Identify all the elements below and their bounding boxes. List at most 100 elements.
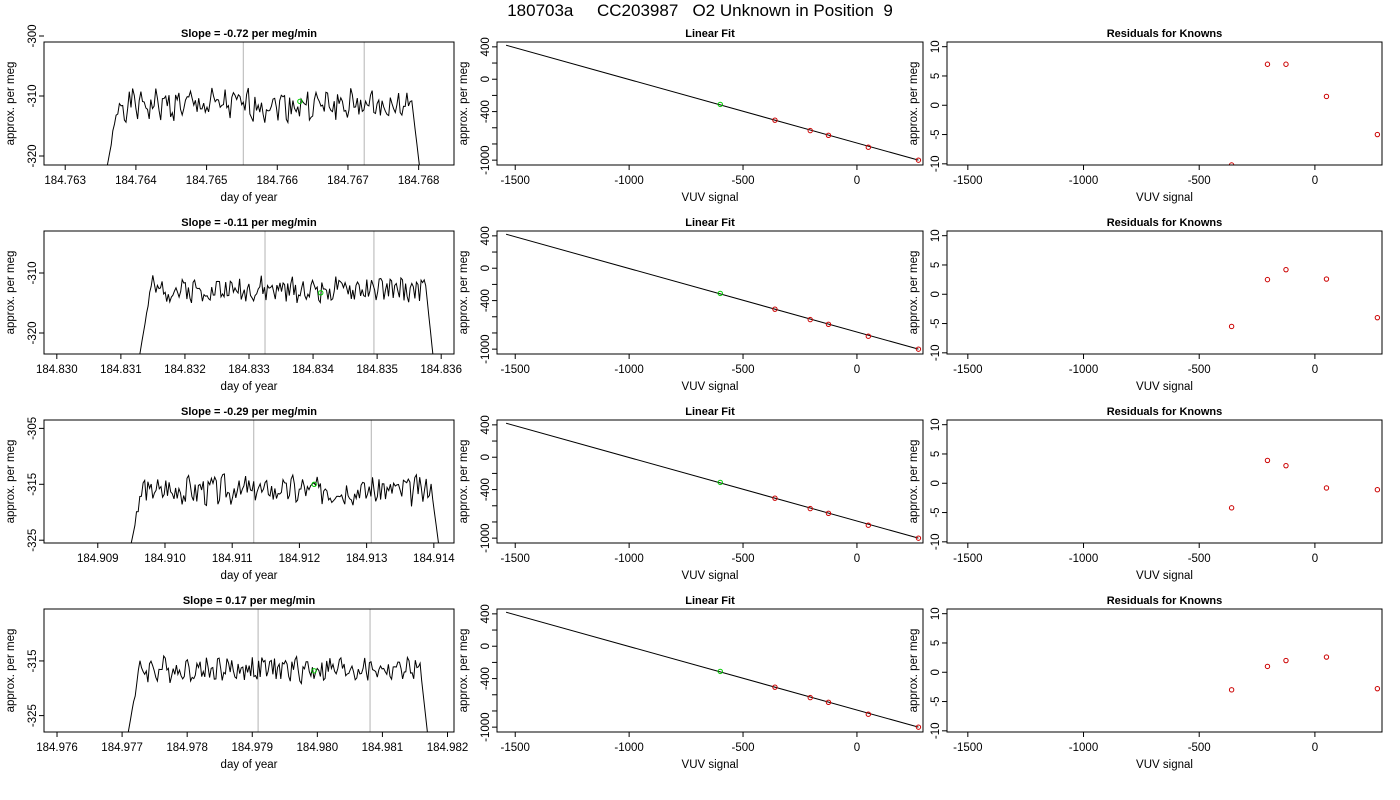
plot-area [1228, 61, 1381, 165]
x-tick-label: 0 [854, 553, 860, 565]
y-tick-label: 0 [480, 76, 492, 82]
panel-title: Residuals for Knowns [1107, 406, 1223, 418]
plot-frame [496, 41, 924, 166]
panel-resid-3: Residuals for Knowns VUV signal approx. pe… [908, 406, 1383, 582]
x-tick-label: 0 [854, 364, 860, 376]
panel-title: Linear Fit [685, 28, 735, 40]
y-tick-label: -5 [930, 318, 942, 328]
y-tick-label: -400 [480, 100, 492, 123]
y-tick-label: -10 [930, 156, 942, 173]
y-tick-label: 0 [930, 102, 942, 108]
signal-trace [130, 473, 439, 543]
panel-resid-4: Residuals for Knowns VUV signal approx. pe… [908, 595, 1383, 771]
x-tick-label: 184.976 [36, 742, 78, 754]
x-tick-label: 184.836 [420, 364, 462, 376]
panel-title: Slope = 0.17 per meg/min [183, 595, 316, 607]
unknown-point [297, 98, 303, 105]
x-tick-label: 184.979 [231, 742, 273, 754]
y-axis-label: approx. per meg [458, 629, 470, 713]
x-tick-label: 184.982 [427, 742, 469, 754]
x-axis-label: VUV signal [1136, 759, 1193, 771]
plot-area [1228, 654, 1381, 693]
y-tick-label: 10 [930, 607, 942, 620]
x-tick-label: -1500 [501, 175, 530, 187]
x-tick-label: -500 [732, 175, 755, 187]
x-tick-label: 184.832 [164, 364, 206, 376]
panel-resid-2: Residuals for Knowns VUV signal approx. pe… [908, 217, 1383, 393]
x-axis-label: VUV signal [682, 759, 739, 771]
plot-frame [496, 230, 924, 355]
panel-title: Slope = -0.11 per meg/min [181, 217, 317, 229]
x-tick-label: -1000 [1069, 553, 1098, 565]
panel-title: Slope = -0.29 per meg/min [181, 406, 317, 418]
y-tick-label: -320 [27, 144, 39, 167]
x-tick-label: 184.977 [101, 742, 143, 754]
x-tick-label: -500 [1188, 364, 1211, 376]
y-tick-label: -400 [480, 289, 492, 312]
x-tick-label: 184.911 [212, 553, 253, 565]
y-tick-label: -10 [930, 345, 942, 362]
y-tick-label: 10 [930, 418, 942, 431]
y-tick-label: -320 [27, 321, 39, 344]
x-tick-label: 0 [1312, 175, 1318, 187]
x-tick-label: 184.834 [292, 364, 334, 376]
panel-fit-4: Linear Fit VUV signal approx. per meg -1500… [458, 595, 924, 771]
residual-point [1228, 687, 1235, 693]
unknown-point [717, 290, 723, 297]
plot-area [1228, 457, 1381, 511]
unknown-point [717, 668, 723, 675]
x-tick-label: -500 [1188, 553, 1211, 565]
panel-time-3: Slope = -0.29 per meg/min day of year appr… [5, 406, 455, 582]
known-point [865, 711, 872, 717]
y-tick-label: 5 [930, 640, 942, 646]
x-tick-label: 184.909 [77, 553, 119, 565]
y-tick-label: 5 [930, 73, 942, 79]
y-tick-label: 10 [930, 229, 942, 242]
y-tick-label: 400 [480, 604, 492, 623]
y-tick-label: 0 [480, 643, 492, 649]
y-tick-label: -400 [480, 667, 492, 690]
x-tick-label: -1000 [614, 175, 643, 187]
plot-area [139, 231, 434, 354]
y-axis-label: approx. per meg [458, 440, 470, 524]
x-tick-label: -1500 [501, 742, 530, 754]
residual-point [1323, 654, 1330, 660]
x-tick-label: 184.980 [297, 742, 339, 754]
x-tick-label: 184.914 [413, 553, 455, 565]
y-tick-label: -5 [930, 507, 942, 517]
y-tick-label: -1000 [480, 523, 492, 552]
known-point [915, 535, 922, 541]
x-axis-label: VUV signal [682, 192, 739, 204]
y-axis-label: approx. per meg [5, 629, 17, 713]
y-tick-label: 400 [480, 415, 492, 434]
x-axis-label: day of year [221, 759, 278, 771]
x-axis-label: VUV signal [682, 570, 739, 582]
known-point [915, 724, 922, 730]
x-tick-label: 0 [1312, 364, 1318, 376]
residual-point [1283, 266, 1289, 273]
x-tick-label: 184.910 [144, 553, 186, 565]
panel-fit-1: Linear Fit VUV signal approx. per meg -1500… [458, 28, 924, 204]
fit-line [505, 233, 919, 350]
residual-point [1323, 93, 1330, 100]
y-axis-label: approx. per meg [908, 440, 920, 524]
known-point [825, 132, 832, 139]
plot-frame [43, 608, 455, 733]
panel-title: Linear Fit [685, 217, 735, 229]
plot-frame [496, 608, 924, 733]
plot-frame [496, 419, 924, 544]
panel-resid-1: Residuals for Knowns VUV signal approx. pe… [908, 28, 1383, 204]
x-tick-label: -1500 [953, 364, 982, 376]
signal-trace [139, 275, 434, 354]
known-point [772, 117, 778, 123]
residual-point [1264, 276, 1271, 283]
x-axis-label: day of year [221, 192, 278, 204]
x-tick-label: 184.764 [115, 175, 157, 187]
x-tick-label: -1500 [953, 175, 982, 187]
x-tick-label: -500 [732, 553, 755, 565]
panel-title: Residuals for Knowns [1107, 28, 1223, 40]
x-tick-label: 0 [854, 742, 860, 754]
plot-area [1228, 266, 1381, 330]
unknown-point [717, 479, 723, 486]
y-tick-label: -315 [27, 649, 39, 672]
